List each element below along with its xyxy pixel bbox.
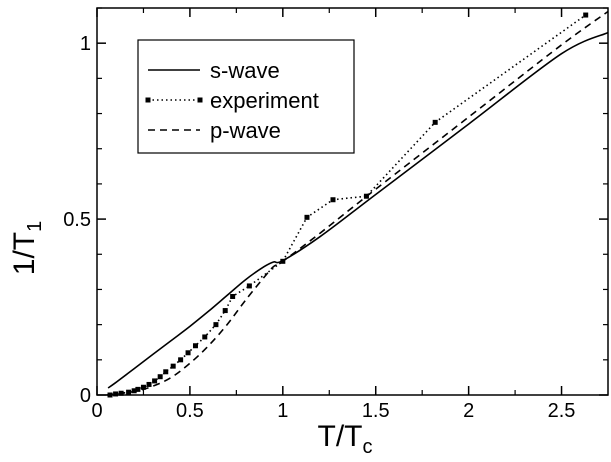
- legend-marker-experiment-right: [197, 97, 203, 103]
- x-tick-label: 0.5: [176, 400, 204, 422]
- y-tick-label: 0.5: [63, 209, 91, 231]
- y-axis-label-sub: 1: [24, 221, 46, 232]
- x-tick-label: 1: [277, 400, 288, 422]
- data-point-experiment: [246, 283, 252, 289]
- data-point-experiment: [178, 357, 184, 363]
- legend: s-wave experiment p-wave: [137, 39, 355, 154]
- legend-box: [137, 39, 355, 154]
- data-point-experiment: [140, 384, 146, 390]
- data-point-experiment: [330, 197, 336, 203]
- x-tick-label: 0: [91, 400, 102, 422]
- x-axis-label-sub: c: [363, 436, 373, 458]
- data-point-experiment: [113, 391, 119, 397]
- data-point-experiment: [432, 119, 438, 125]
- data-point-experiment: [146, 381, 152, 387]
- data-point-experiment: [170, 363, 176, 369]
- data-point-experiment: [230, 293, 236, 299]
- data-point-experiment: [192, 343, 198, 349]
- legend-marker-experiment-left: [145, 97, 151, 103]
- legend-label-experiment: experiment: [210, 88, 319, 113]
- y-tick-label: 0: [80, 385, 91, 407]
- y-axis-label: 1/T1: [8, 221, 46, 275]
- series-line-s-wave: [107, 31, 609, 389]
- x-axis-label-main: T/T: [318, 420, 363, 453]
- y-axis-label-main: 1/T: [8, 232, 41, 275]
- data-point-experiment: [185, 350, 191, 356]
- series-line-p-wave: [106, 10, 609, 396]
- axis-ticks: 0 0.5 1 1.5 2 2.5 0 0.5 1: [63, 7, 608, 422]
- data-point-experiment: [152, 378, 158, 384]
- legend-label-p-wave: p-wave: [210, 118, 281, 143]
- y-tick-label: 1: [80, 33, 91, 55]
- data-point-experiment: [222, 308, 228, 314]
- data-point-experiment: [163, 369, 169, 375]
- data-series: [106, 10, 609, 398]
- plot-frame: [96, 7, 609, 396]
- data-point-experiment: [157, 374, 163, 380]
- data-point-experiment: [213, 322, 219, 328]
- x-tick-label: 2: [463, 400, 474, 422]
- data-point-experiment: [304, 214, 310, 220]
- legend-label-s-wave: s-wave: [210, 58, 280, 83]
- x-tick-label: 1.5: [362, 400, 390, 422]
- x-axis-label: T/Tc: [318, 420, 373, 458]
- data-point-experiment: [126, 389, 132, 395]
- x-tick-label: 2.5: [548, 400, 576, 422]
- series-line-experiment: [109, 14, 587, 396]
- data-point-experiment: [135, 386, 141, 392]
- data-point-experiment: [202, 334, 208, 340]
- data-point-experiment: [583, 12, 589, 18]
